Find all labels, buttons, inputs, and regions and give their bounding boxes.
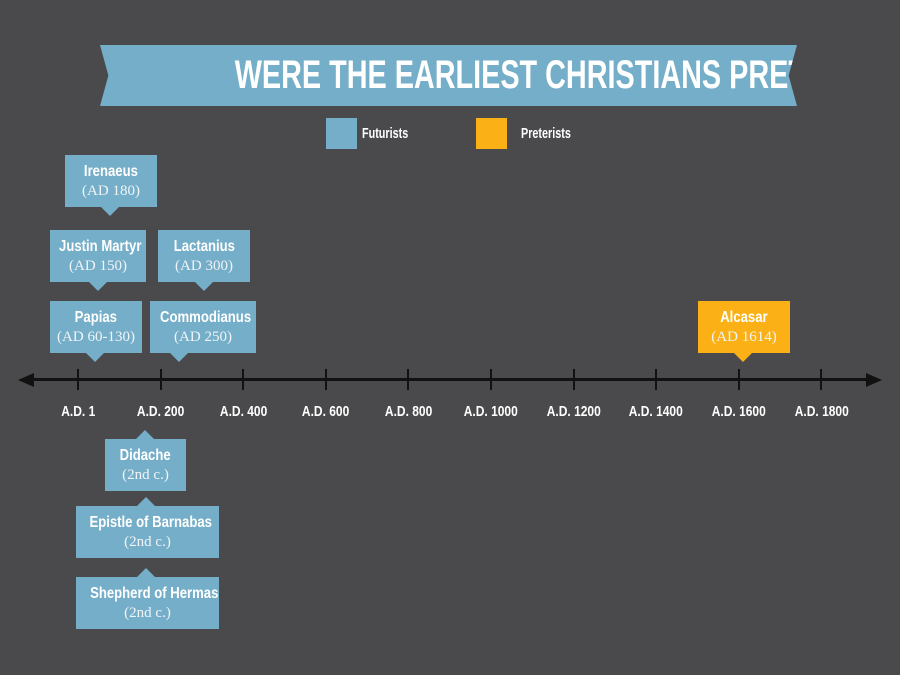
arrow-right-icon bbox=[866, 373, 882, 387]
axis-tick-text: A.D. 400 bbox=[219, 403, 267, 420]
pointer-lactanius bbox=[195, 282, 213, 291]
entry-name: Lactanius bbox=[173, 238, 235, 255]
axis-tick bbox=[77, 369, 79, 390]
title-banner: WERE THE EARLIEST CHRISTIANS PRETERISTS? bbox=[100, 45, 797, 106]
entry-justin-martyr: Justin Martyr (AD 150) bbox=[50, 230, 146, 282]
axis-tick-label: A.D. 1 bbox=[33, 403, 123, 420]
axis-tick-text: A.D. 1200 bbox=[546, 403, 601, 420]
axis-tick bbox=[159, 369, 162, 390]
axis-tick-label: A.D. 1400 bbox=[611, 403, 701, 420]
axis-tick-text: A.D. 1400 bbox=[629, 403, 684, 420]
entry-date: (AD 60-130) bbox=[57, 329, 135, 345]
axis-tick bbox=[737, 369, 740, 390]
pointer-papias bbox=[86, 353, 104, 362]
entry-papias: Papias (AD 60-130) bbox=[50, 301, 142, 353]
axis-tick-text: A.D. 200 bbox=[136, 403, 185, 420]
axis-tick-text: A.D. 1000 bbox=[463, 403, 519, 420]
axis-tick-label: A.D. 200 bbox=[116, 403, 206, 420]
axis-tick bbox=[655, 369, 658, 390]
legend-swatch-preterists bbox=[476, 118, 507, 149]
entry-name: Shepherd of Hermas bbox=[90, 585, 219, 602]
entry-epistle-of-barnabas: Epistle of Barnabas (2nd c.) bbox=[76, 506, 219, 558]
entry-commodianus: Commodianus (AD 250) bbox=[150, 301, 256, 353]
axis-tick-label: A.D. 1200 bbox=[529, 403, 619, 420]
axis-tick bbox=[490, 369, 492, 390]
legend-label-futurists: Futurists bbox=[362, 125, 409, 142]
pointer-irenaeus bbox=[101, 207, 119, 216]
entry-name: Didache bbox=[119, 447, 172, 464]
entry-name: Papias bbox=[74, 309, 118, 326]
entry-date: (2nd c.) bbox=[122, 467, 169, 483]
entry-irenaeus: Irenaeus (AD 180) bbox=[65, 155, 157, 207]
entry-shepherd-of-hermas: Shepherd of Hermas (2nd c.) bbox=[76, 577, 219, 629]
entry-date: (AD 250) bbox=[174, 329, 232, 345]
axis-tick-label: A.D. 400 bbox=[198, 403, 288, 420]
legend-label-preterists: Preterists bbox=[521, 125, 571, 142]
entry-date: (AD 300) bbox=[175, 258, 233, 274]
pointer-alcasar bbox=[734, 353, 752, 362]
entry-date: (AD 1614) bbox=[711, 329, 777, 345]
entry-alcasar: Alcasar (AD 1614) bbox=[698, 301, 790, 353]
axis-tick bbox=[820, 369, 823, 390]
entry-lactanius: Lactanius (AD 300) bbox=[158, 230, 250, 282]
page-title: WERE THE EARLIEST CHRISTIANS PRETERISTS? bbox=[234, 53, 900, 97]
entry-date: (2nd c.) bbox=[124, 534, 171, 550]
axis-tick bbox=[324, 369, 327, 390]
axis-tick-label: A.D. 1000 bbox=[446, 403, 536, 420]
pointer-justin-martyr bbox=[89, 282, 107, 291]
axis-tick bbox=[242, 369, 245, 390]
entry-name: Justin Martyr bbox=[59, 238, 142, 255]
timeline-axis bbox=[30, 378, 870, 381]
axis-tick-label: A.D. 600 bbox=[281, 403, 371, 420]
axis-tick-text: A.D. 1800 bbox=[794, 403, 849, 420]
entry-name: Alcasar bbox=[720, 309, 768, 326]
legend-swatch-futurists bbox=[326, 118, 357, 149]
axis-tick bbox=[407, 369, 410, 390]
entry-date: (AD 180) bbox=[82, 183, 140, 199]
pointer-didache bbox=[136, 430, 154, 439]
axis-tick-text: A.D. 1600 bbox=[711, 403, 766, 420]
axis-tick-label: A.D. 1800 bbox=[776, 403, 866, 420]
pointer-commodianus bbox=[170, 353, 188, 362]
entry-name: Irenaeus bbox=[84, 163, 138, 180]
entry-name: Commodianus bbox=[160, 309, 252, 326]
axis-tick-text: A.D. 800 bbox=[384, 403, 433, 420]
entry-date: (2nd c.) bbox=[124, 605, 171, 621]
axis-tick bbox=[572, 369, 575, 390]
pointer-hermas bbox=[137, 568, 155, 577]
pointer-barnabas bbox=[137, 497, 155, 506]
entry-didache: Didache (2nd c.) bbox=[105, 439, 186, 491]
arrow-left-icon bbox=[18, 373, 34, 387]
entry-name: Epistle of Barnabas bbox=[89, 514, 212, 531]
axis-tick-text: A.D. 1 bbox=[60, 403, 95, 420]
axis-tick-text: A.D. 600 bbox=[302, 403, 350, 420]
axis-tick-label: A.D. 800 bbox=[363, 403, 453, 420]
entry-date: (AD 150) bbox=[69, 258, 127, 274]
axis-tick-label: A.D. 1600 bbox=[694, 403, 784, 420]
